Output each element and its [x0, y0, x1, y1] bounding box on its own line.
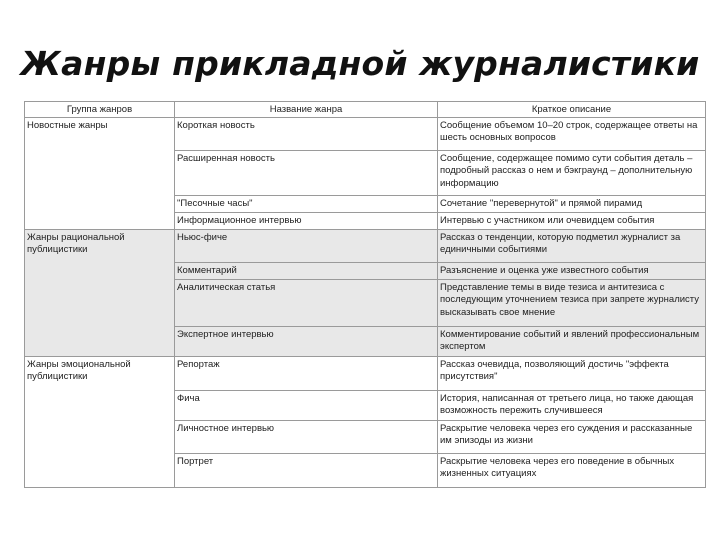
genre-cell: Экспертное интервью	[174, 325, 438, 357]
slide-title: Жанры прикладной журналистики	[20, 44, 700, 83]
genre-cell: Комментарий	[174, 261, 438, 280]
table-row: Экспертное интервью Комментирование событ…	[25, 325, 706, 357]
header-genre: Название жанра	[174, 101, 438, 118]
description-cell: Сообщение, содержащее помимо сути событи…	[437, 149, 706, 196]
description-cell: Раскрытие человека через его суждения и …	[437, 419, 706, 454]
genre-cell: Портрет	[174, 452, 438, 488]
description-cell: Представление темы в виде тезиса и антит…	[437, 278, 706, 327]
description-cell: Раскрытие человека через его поведение в…	[437, 452, 706, 488]
description-cell: Сообщение объемом 10–20 строк, содержаще…	[437, 116, 706, 151]
table-row: Новостные жанры Короткая новость Сообщение…	[24, 116, 706, 230]
table-row: Жанры эмоциональной публицистики Репортаж…	[24, 355, 706, 488]
group-cell: Новостные жанры	[24, 116, 175, 230]
table-row: Комментарий Разъяснение и оценка уже изве…	[25, 261, 706, 280]
description-cell: Рассказ о тенденции, которую подметил жу…	[437, 228, 706, 263]
description-cell: Разъяснение и оценка уже известного собы…	[437, 261, 706, 280]
description-cell: Интервью с участником или очевидцем собы…	[437, 211, 706, 230]
genre-cell: Личностное интервью	[174, 419, 438, 454]
genres-table: Группа жанров Название жанра Краткое опи…	[24, 101, 706, 488]
table-header-row: Группа жанров Название жанра Краткое опи…	[24, 101, 706, 118]
table-row: Личностное интервью Раскрытие человека че…	[25, 419, 706, 454]
table-row: "Песочные часы" Сочетание "перевернутой" …	[25, 194, 706, 213]
table-row: Жанры рациональной публицистики Ньюс-фиче…	[24, 228, 706, 357]
description-cell: История, написанная от третьего лица, но…	[437, 389, 706, 421]
genre-cell: Ньюс-фиче	[174, 228, 438, 263]
description-cell: Комментирование событий и явлений профес…	[437, 325, 706, 357]
group-cell: Жанры эмоциональной публицистики	[24, 355, 175, 488]
description-cell: Сочетание "перевернутой" и прямой пирами…	[437, 194, 706, 213]
header-group: Группа жанров	[24, 101, 175, 118]
table-row: Фича История, написанная от третьего лица…	[25, 389, 706, 421]
genre-cell: Репортаж	[174, 355, 438, 391]
genre-cell: Короткая новость	[174, 116, 438, 151]
description-cell: Рассказ очевидца, позволяющий достичь "э…	[437, 355, 706, 391]
group-cell: Жанры рациональной публицистики	[24, 228, 175, 357]
genre-cell: "Песочные часы"	[174, 194, 438, 213]
table-row: Расширенная новость Сообщение, содержащее…	[25, 149, 706, 196]
table-row: Портрет Раскрытие человека через его пове…	[25, 452, 706, 488]
genre-cell: Фича	[174, 389, 438, 421]
header-description: Краткое описание	[437, 101, 706, 118]
genre-cell: Расширенная новость	[174, 149, 438, 196]
genre-cell: Информационное интервью	[174, 211, 438, 230]
genre-cell: Аналитическая статья	[174, 278, 438, 327]
